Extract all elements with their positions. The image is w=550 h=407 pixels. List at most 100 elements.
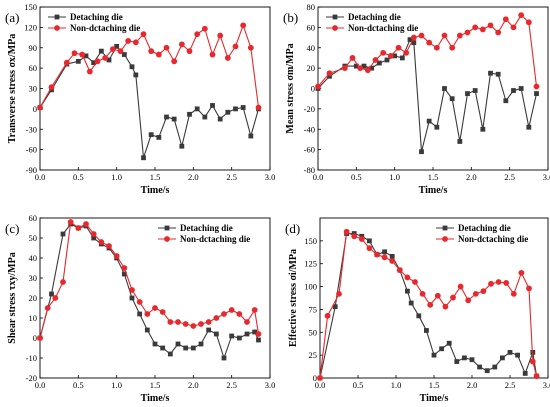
legend-label: Non-dctaching die bbox=[180, 234, 250, 244]
data-point-non-detaching bbox=[387, 53, 394, 59]
data-point-non-detaching bbox=[44, 305, 51, 311]
y-tick-label: -20 bbox=[26, 373, 37, 383]
data-point-detaching bbox=[327, 73, 332, 79]
panel-label: (d) bbox=[285, 221, 300, 236]
data-point-detaching bbox=[129, 64, 135, 70]
legend-marker-square bbox=[164, 225, 170, 231]
data-point-detaching bbox=[484, 368, 490, 374]
data-point-detaching bbox=[217, 116, 223, 122]
x-tick-label: 3.0 bbox=[265, 172, 276, 182]
x-tick-label: 1.5 bbox=[429, 380, 440, 390]
data-point-detaching bbox=[507, 350, 513, 355]
data-point-non-detaching bbox=[472, 24, 479, 31]
data-point-non-detaching bbox=[79, 51, 86, 58]
y-tick-label: 120 bbox=[24, 22, 37, 32]
data-point-non-detaching bbox=[315, 83, 321, 90]
y-tick-label: 80 bbox=[307, 2, 316, 12]
data-point-non-detaching bbox=[67, 219, 74, 225]
data-point-non-detaching bbox=[533, 83, 540, 90]
y-tick-label: 20 bbox=[307, 63, 316, 73]
data-point-detaching bbox=[522, 371, 528, 376]
chart-panel-3: 0.0 0.5 1.0 1.5 2.0 2.5 3.0 -20 -10 0 10 20 30 40 50 60… bbox=[5, 213, 275, 404]
data-point-non-detaching bbox=[326, 70, 333, 77]
data-point-non-detaching bbox=[518, 269, 525, 276]
data-point-non-detaching bbox=[529, 358, 536, 365]
x-tick-label: 0.5 bbox=[73, 380, 84, 390]
legend-marker-square bbox=[442, 225, 448, 231]
data-point-non-detaching bbox=[495, 279, 502, 285]
data-point-detaching bbox=[121, 52, 127, 57]
data-point-non-detaching bbox=[427, 301, 434, 308]
y-tick-label: 25 bbox=[309, 350, 318, 360]
data-point-detaching bbox=[206, 327, 212, 333]
data-point-non-detaching bbox=[71, 50, 78, 57]
data-point-non-detaching bbox=[125, 38, 132, 44]
data-point-non-detaching bbox=[186, 48, 193, 55]
y-tick-label: -90 bbox=[26, 165, 37, 175]
data-point-detaching bbox=[495, 71, 501, 77]
y-tick-label: 30 bbox=[29, 84, 38, 94]
data-point-non-detaching bbox=[442, 303, 449, 310]
data-point-non-detaching bbox=[317, 375, 323, 381]
data-point-non-detaching bbox=[510, 290, 517, 297]
series-line-non-detaching bbox=[317, 14, 538, 87]
data-point-detaching bbox=[156, 135, 162, 140]
data-point-non-detaching bbox=[232, 43, 239, 50]
data-point-detaching bbox=[353, 63, 359, 69]
data-point-non-detaching bbox=[366, 245, 373, 252]
data-point-detaching bbox=[236, 335, 242, 341]
data-point-non-detaching bbox=[144, 311, 151, 317]
data-point-non-detaching bbox=[403, 49, 410, 56]
data-point-detaching bbox=[60, 231, 66, 237]
data-point-detaching bbox=[431, 352, 437, 358]
data-point-non-detaching bbox=[433, 44, 440, 51]
x-tick-label: 0.0 bbox=[313, 172, 324, 182]
data-point-detaching bbox=[240, 105, 246, 110]
data-point-non-detaching bbox=[102, 55, 109, 61]
data-point-non-detaching bbox=[63, 59, 70, 66]
data-point-detaching bbox=[424, 328, 429, 333]
data-point-detaching bbox=[144, 327, 150, 333]
data-point-detaching bbox=[480, 126, 486, 132]
y-tick-label: -20 bbox=[304, 104, 315, 114]
data-point-non-detaching bbox=[148, 48, 155, 55]
data-point-detaching bbox=[202, 114, 208, 120]
data-point-non-detaching bbox=[113, 253, 120, 259]
data-point-non-detaching bbox=[209, 51, 216, 58]
y-tick-label: 0 bbox=[33, 333, 37, 343]
y-tick-label: -40 bbox=[304, 124, 315, 134]
y-tick-label: 75 bbox=[309, 304, 318, 314]
x-tick-label: 0.0 bbox=[315, 380, 326, 390]
data-point-non-detaching bbox=[194, 31, 201, 38]
data-point-non-detaching bbox=[224, 55, 231, 61]
x-tick-label: 2.0 bbox=[467, 380, 478, 390]
series-line-detaching bbox=[39, 45, 260, 158]
y-tick-label: 40 bbox=[29, 253, 38, 263]
x-tick-label: 1.0 bbox=[391, 380, 402, 390]
data-point-non-detaching bbox=[412, 279, 418, 285]
y-tick-label: 40 bbox=[307, 43, 316, 53]
y-tick-label: 90 bbox=[29, 43, 38, 53]
chart-panel-2: 0.0 0.5 1.0 1.5 2.0 2.5 3.0 -80 -60 -40 -20 0 20 40 60… bbox=[283, 2, 550, 196]
legend-label: Non-dctaching die bbox=[348, 23, 418, 33]
data-point-detaching bbox=[332, 304, 338, 310]
data-point-detaching bbox=[171, 116, 177, 122]
data-point-non-detaching bbox=[37, 104, 43, 111]
legend-label: Detaching die bbox=[70, 12, 123, 22]
data-point-non-detaching bbox=[255, 331, 262, 337]
x-tick-label: 1.0 bbox=[111, 380, 122, 390]
data-point-non-detaching bbox=[175, 319, 181, 325]
x-tick-label: 0.0 bbox=[35, 380, 46, 390]
data-point-detaching bbox=[511, 88, 516, 93]
data-point-non-detaching bbox=[495, 29, 502, 36]
data-point-non-detaching bbox=[533, 373, 540, 380]
data-point-non-detaching bbox=[75, 225, 82, 231]
data-point-detaching bbox=[133, 72, 139, 78]
y-tick-label: 10 bbox=[29, 313, 38, 323]
x-tick-label: 0.0 bbox=[35, 172, 46, 182]
data-point-detaching bbox=[225, 109, 231, 115]
legend-marker-circle bbox=[54, 25, 60, 31]
data-point-non-detaching bbox=[441, 32, 448, 39]
data-point-non-detaching bbox=[240, 22, 247, 29]
